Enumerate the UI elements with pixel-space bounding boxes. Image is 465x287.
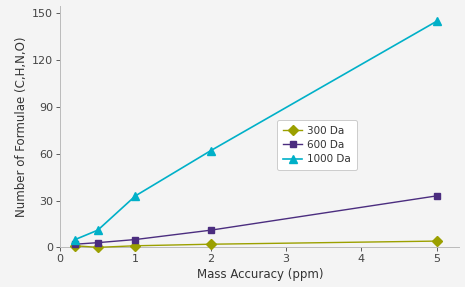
- Line: 600 Da: 600 Da: [72, 192, 440, 248]
- 600 Da: [133, 238, 138, 241]
- 600 Da: [73, 243, 78, 246]
- X-axis label: Mass Accuracy (ppm): Mass Accuracy (ppm): [197, 268, 323, 282]
- 300 Da: [73, 244, 78, 247]
- 600 Da: [434, 194, 439, 197]
- 600 Da: [208, 228, 213, 232]
- 300 Da: [133, 244, 138, 247]
- 1000 Da: [434, 20, 439, 23]
- 1000 Da: [133, 194, 138, 197]
- 300 Da: [95, 246, 100, 249]
- Legend: 300 Da, 600 Da, 1000 Da: 300 Da, 600 Da, 1000 Da: [277, 120, 357, 170]
- Line: 1000 Da: 1000 Da: [71, 17, 441, 244]
- Line: 300 Da: 300 Da: [72, 238, 440, 251]
- 1000 Da: [73, 238, 78, 241]
- 300 Da: [208, 243, 213, 246]
- 1000 Da: [208, 149, 213, 152]
- 600 Da: [95, 241, 100, 244]
- Y-axis label: Number of Formulae (C,H,N,O): Number of Formulae (C,H,N,O): [15, 36, 28, 217]
- 1000 Da: [95, 228, 100, 232]
- 300 Da: [434, 239, 439, 243]
